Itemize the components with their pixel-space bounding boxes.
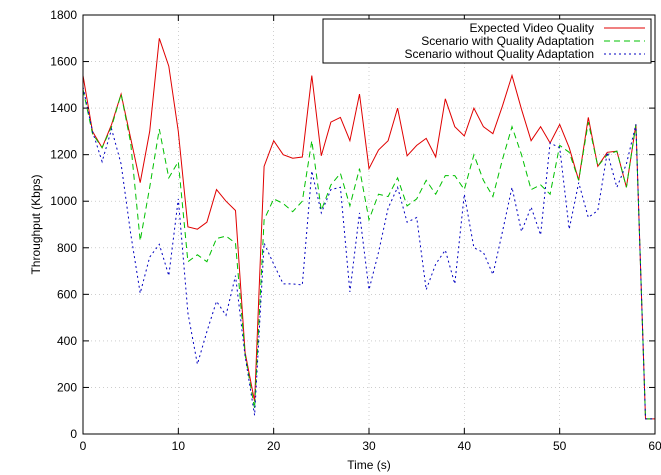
y-tick-label: 0 (70, 427, 77, 441)
x-tick-label: 0 (80, 439, 87, 453)
legend-label: Scenario without Quality Adaptation (405, 47, 594, 61)
y-tick-label: 1400 (50, 101, 77, 115)
axis-ticks: 0 200 400 600 800 1000 1200 1400 1600 1800 0 10 20 30… (50, 8, 661, 453)
legend-box (322, 18, 652, 64)
x-tick-label: 10 (172, 439, 186, 453)
x-axis-label: Time (s) (347, 458, 391, 472)
y-tick-label: 400 (57, 334, 77, 348)
legend-label: Expected Video Quality (469, 21, 594, 35)
x-tick-label: 50 (553, 439, 567, 453)
series-line-1 (82, 89, 655, 420)
y-tick-label: 1200 (50, 148, 77, 162)
legend-label: Scenario with Quality Adaptation (421, 34, 594, 48)
x-tick-label: 30 (362, 439, 376, 453)
x-tick-label: 60 (648, 439, 661, 453)
x-tick-label: 40 (458, 439, 472, 453)
series-lines (82, 38, 655, 420)
series-line-2 (82, 87, 655, 420)
grid (83, 15, 655, 434)
x-tick-label: 20 (267, 439, 281, 453)
y-tick-label: 1600 (50, 55, 77, 69)
y-axis-label: Throughput (Kbps) (29, 174, 43, 274)
y-tick-label: 600 (57, 287, 77, 301)
y-tick-label: 1800 (50, 8, 77, 22)
y-tick-label: 200 (57, 380, 77, 394)
y-tick-label: 1000 (50, 194, 77, 208)
y-tick-label: 800 (57, 241, 77, 255)
series-line-0 (82, 38, 655, 420)
